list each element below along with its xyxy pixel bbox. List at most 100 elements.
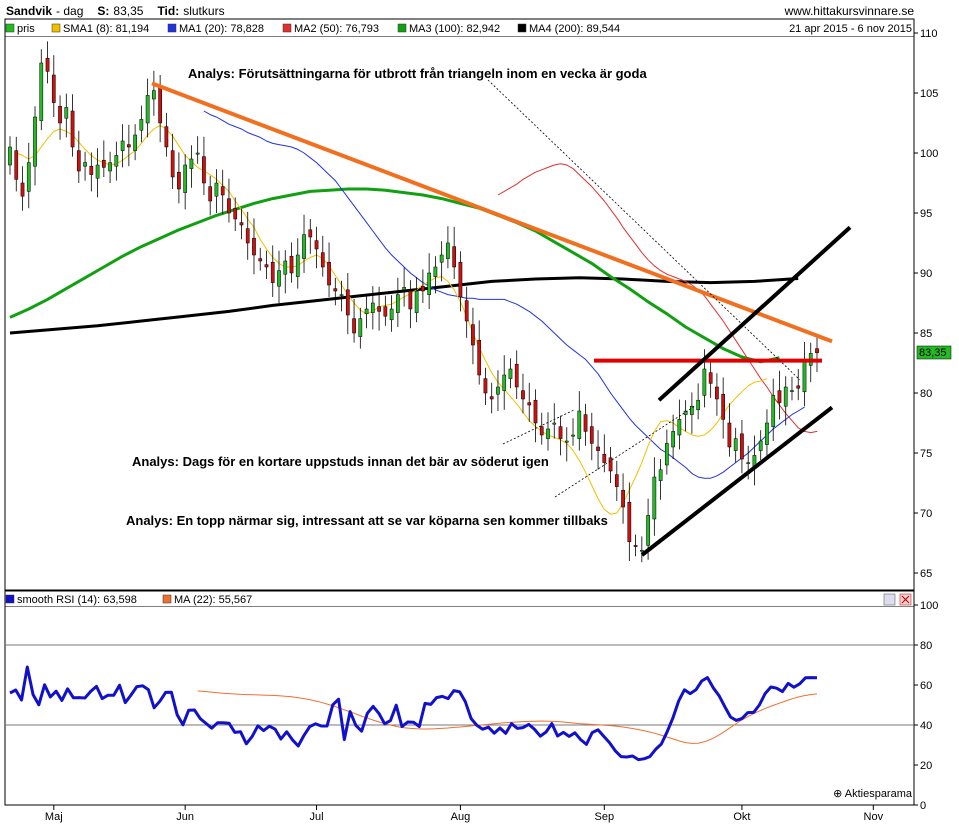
candle-body xyxy=(614,474,619,487)
x-tick-label: Nov xyxy=(864,811,884,823)
ma50-line xyxy=(497,163,818,434)
candle-body xyxy=(333,288,338,292)
candle-body xyxy=(183,164,188,193)
candle-body xyxy=(815,348,819,354)
candle-body xyxy=(464,300,469,322)
candle-body xyxy=(733,438,738,451)
candle-body xyxy=(552,422,557,425)
y-tick-label: 100 xyxy=(920,600,938,612)
candle-body xyxy=(277,270,281,287)
candle-body xyxy=(195,152,200,155)
watermark: ⊕ Aktiesparama xyxy=(833,788,913,800)
y-tick-label: 65 xyxy=(920,568,932,580)
candle-body xyxy=(158,85,162,124)
legend-label: smooth RSI (14): 63,598 xyxy=(17,594,137,606)
last-price-value: 83,35 xyxy=(919,347,947,359)
candle-body xyxy=(746,462,751,464)
candle-body xyxy=(708,372,713,384)
candle-body xyxy=(64,107,69,119)
candle-body xyxy=(577,410,582,439)
candle-body xyxy=(202,156,206,184)
candle-body xyxy=(39,62,44,121)
candle-body xyxy=(101,159,106,168)
candle-body xyxy=(427,272,431,295)
candle-body xyxy=(14,150,19,180)
y-tick-label: 105 xyxy=(920,88,938,100)
legend-swatch xyxy=(51,23,61,33)
channel-upper xyxy=(657,225,852,402)
candle-body xyxy=(421,285,425,292)
candle-body xyxy=(152,90,156,100)
annotation-pointer xyxy=(487,79,801,381)
y-tick-label: 80 xyxy=(920,640,932,652)
candle-body xyxy=(252,237,256,256)
candle-body xyxy=(483,378,488,394)
candle-body xyxy=(496,386,500,395)
candle-body xyxy=(771,395,776,427)
legend-label: MA3 (100): 82,942 xyxy=(409,23,500,35)
candle-body xyxy=(489,396,494,400)
x-tick-label: Okt xyxy=(733,811,750,823)
candle-body xyxy=(76,150,81,172)
candle-body xyxy=(665,443,669,466)
annotation-pointer xyxy=(502,409,575,445)
candle-body xyxy=(564,440,569,443)
candle-body xyxy=(170,150,175,178)
candle-body xyxy=(45,57,50,72)
candle-body xyxy=(227,198,231,214)
symbol-title: Sandvik - dag S: 83,35 Tid: slutkurs xyxy=(6,4,225,18)
y-tick-label: 100 xyxy=(920,148,938,160)
candle-body xyxy=(383,306,388,317)
channel-lower xyxy=(640,405,834,557)
candle-body xyxy=(596,446,600,451)
candle-body xyxy=(790,390,794,392)
candle-body xyxy=(214,182,219,197)
candle-body xyxy=(439,254,444,263)
candle-body xyxy=(189,158,194,169)
legend-swatch xyxy=(282,23,292,33)
legend-label: MA1 (20): 78,828 xyxy=(179,23,264,35)
rsi-panel: smooth RSI (14): 63,598 MA (22): 55,567 0 2… xyxy=(4,590,938,812)
candle-body xyxy=(558,426,563,439)
date-range: 21 apr 2015 - 6 nov 2015 xyxy=(789,23,912,35)
candle-body xyxy=(177,171,181,190)
candle-body xyxy=(627,501,632,543)
candle-body xyxy=(139,119,144,131)
candle-body xyxy=(133,134,137,151)
candle-body xyxy=(208,186,213,202)
candle-body xyxy=(245,228,250,244)
x-tick-label: Jun xyxy=(176,811,194,823)
candle-body xyxy=(258,258,263,262)
candle-body xyxy=(377,306,381,312)
candle-body xyxy=(145,95,150,124)
candle-body xyxy=(796,385,801,389)
y-tick-label: 70 xyxy=(920,508,932,520)
candle-body xyxy=(339,294,344,296)
x-tick-label: Sep xyxy=(595,811,615,823)
candle-body xyxy=(802,361,807,393)
candle-body xyxy=(114,155,119,167)
candle-body xyxy=(602,453,607,463)
candle-body xyxy=(690,405,694,415)
candle-body xyxy=(508,368,513,379)
candle-body xyxy=(446,242,450,259)
candle-body xyxy=(696,399,700,411)
y-tick-label: 80 xyxy=(920,388,932,400)
candle-body xyxy=(26,162,31,192)
y-tick-label: 0 xyxy=(920,800,926,812)
candle-body xyxy=(777,390,782,403)
legend-swatch xyxy=(517,23,527,33)
candle-body xyxy=(514,363,519,388)
candle-body xyxy=(370,302,375,313)
candle-body xyxy=(758,440,763,451)
legend-label: pris xyxy=(17,23,35,35)
candle-body xyxy=(452,246,457,268)
x-axis: Maj Jun Jul Aug Sep Okt Nov xyxy=(45,805,884,823)
rsi-ma-line xyxy=(197,690,818,744)
candle-body xyxy=(364,308,369,315)
legend-swatch xyxy=(5,23,15,33)
candle-body xyxy=(633,545,638,547)
legend-swatch xyxy=(5,594,15,604)
candle-body xyxy=(239,222,244,226)
ma20-line xyxy=(203,110,805,479)
